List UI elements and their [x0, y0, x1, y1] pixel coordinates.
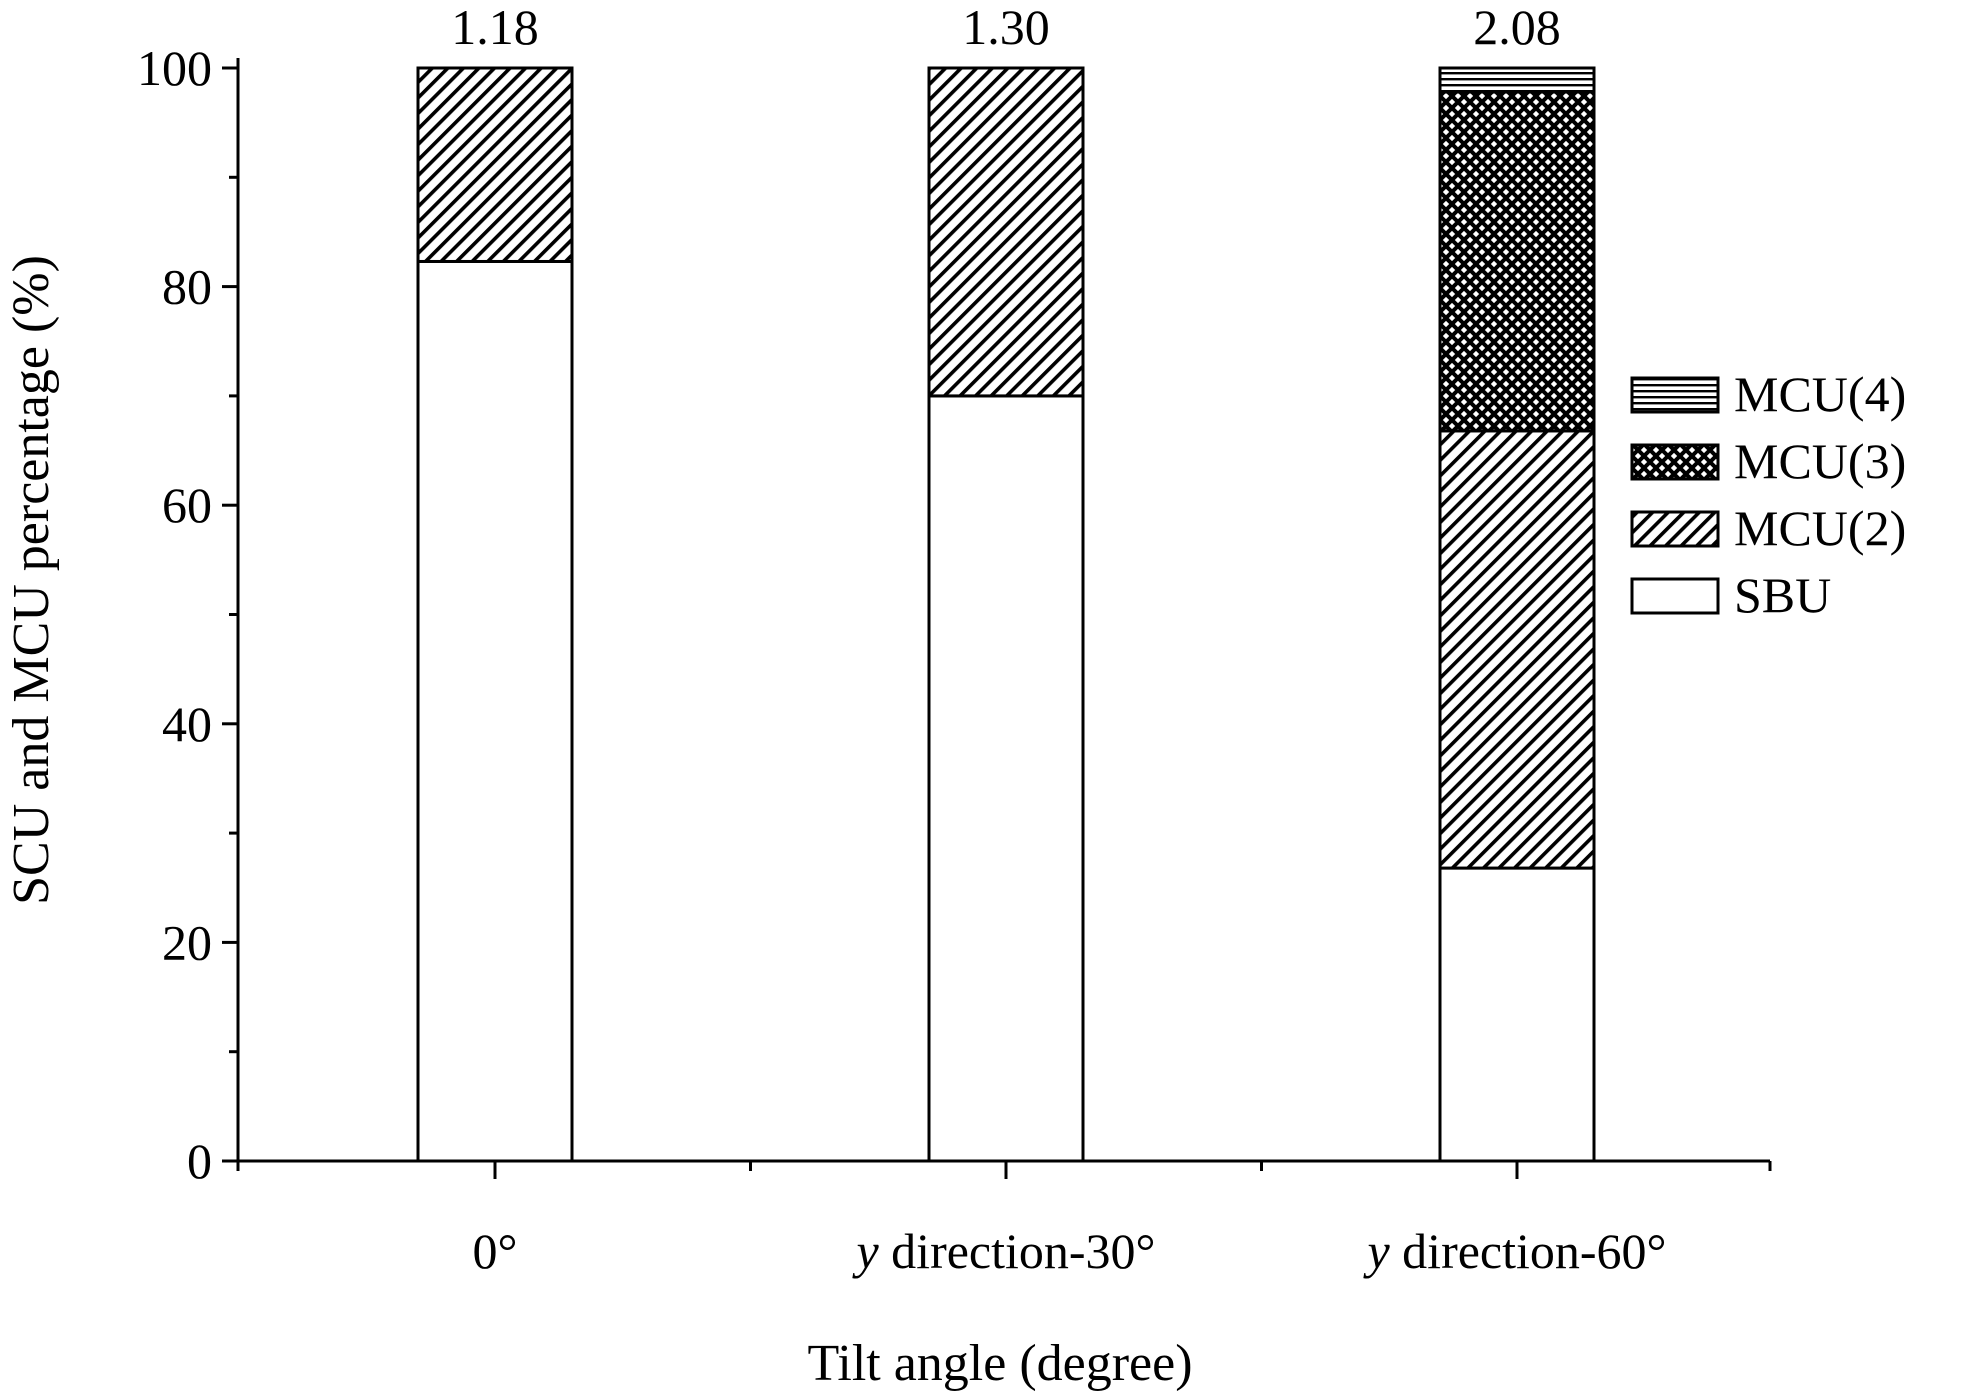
bar-total-label: 2.08 — [1473, 0, 1561, 55]
x-tick-label: y direction-60° — [1362, 1223, 1666, 1279]
bar-total-label: 1.18 — [451, 0, 539, 55]
y-tick-label: 80 — [162, 259, 212, 315]
legend: MCU(4) MCU(3) MCU(2) SBU — [1630, 366, 1906, 623]
y-tick-label: 0 — [187, 1133, 212, 1189]
y-axis-title: SCU and MCU percentage (%) — [3, 255, 60, 905]
legend-swatch — [1630, 376, 1720, 414]
bar-segment-mcu4-2 — [1438, 66, 1596, 94]
bars-layer — [416, 66, 1596, 1163]
y-tick-label: 20 — [162, 914, 212, 970]
x-axis-title: Tilt angle (degree) — [807, 1335, 1192, 1392]
bar-segment-mcu3-2 — [1438, 90, 1596, 433]
x-tick-label: y direction-30° — [851, 1223, 1155, 1279]
bar-segment-mcu2-0 — [416, 66, 574, 263]
bar-segment-sbu-2 — [1438, 866, 1596, 1163]
bar-segment-sbu-1 — [927, 394, 1085, 1163]
x-tick-label: 0° — [473, 1223, 518, 1279]
bar-segment-sbu-0 — [416, 259, 574, 1163]
legend-label: MCU(2) — [1734, 500, 1906, 556]
bar-segment-mcu2-2 — [1438, 429, 1596, 870]
legend-swatch — [1630, 577, 1720, 615]
axes-layer — [222, 58, 1772, 1179]
legend-label: MCU(3) — [1734, 433, 1906, 489]
y-tick-label: 40 — [162, 696, 212, 752]
legend-swatch — [1630, 510, 1720, 548]
legend-swatch — [1630, 443, 1720, 481]
y-tick-label: 100 — [137, 40, 212, 96]
y-tick-label: 60 — [162, 477, 212, 533]
legend-label: MCU(4) — [1734, 366, 1906, 422]
legend-label: SBU — [1734, 567, 1831, 623]
bar-segment-mcu2-1 — [927, 66, 1085, 398]
bar-total-label: 1.30 — [962, 0, 1050, 55]
labels-layer: 0 20 40 60 80 100 0° 1.18 y direction-30° 1.30 y d… — [137, 0, 1667, 1279]
